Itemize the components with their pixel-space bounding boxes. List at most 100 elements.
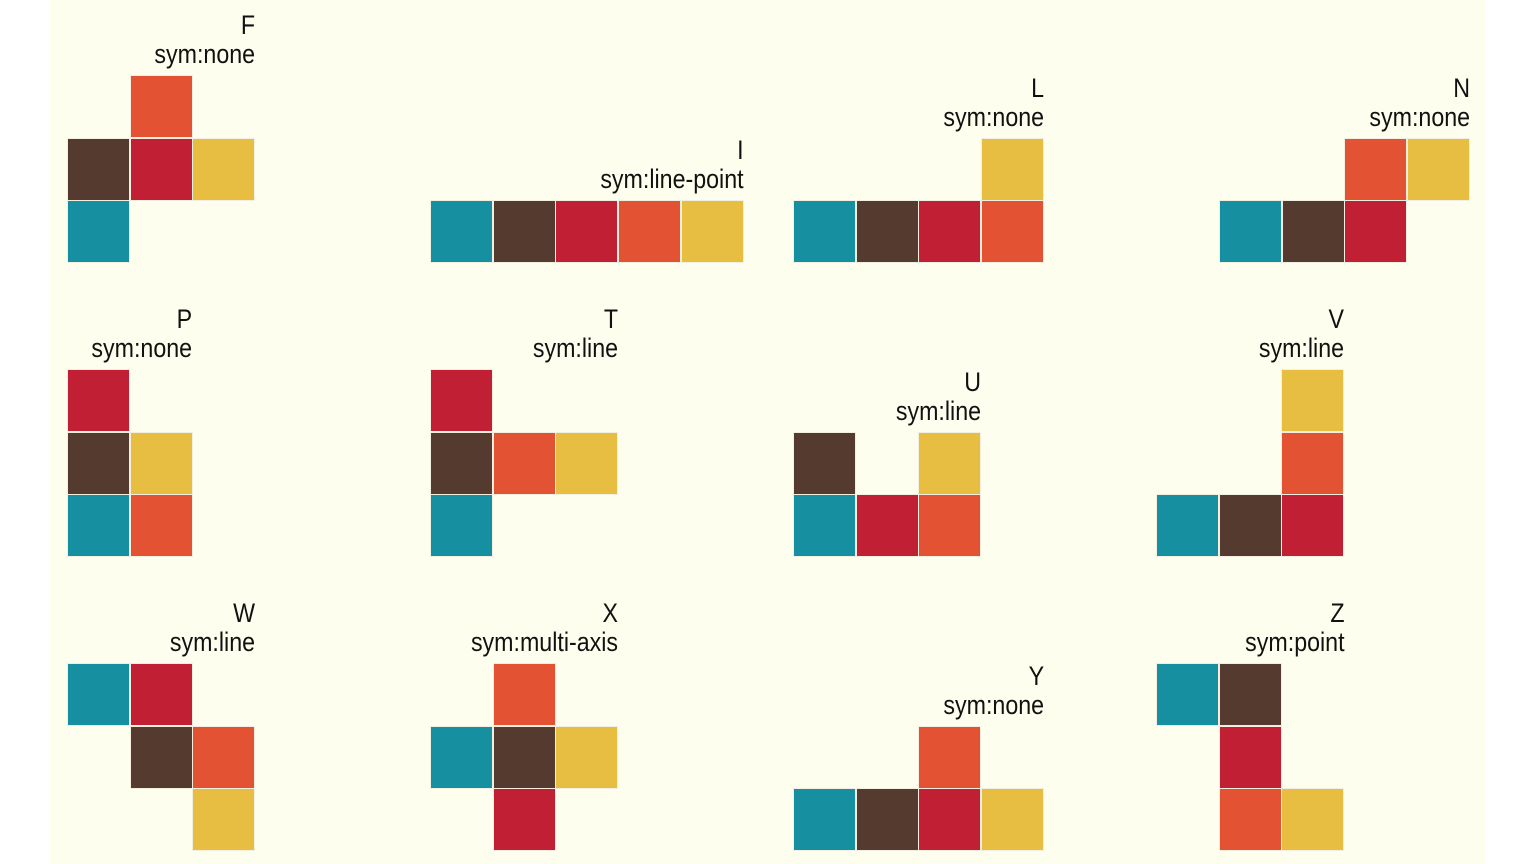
pentomino-name: V: [1328, 303, 1345, 334]
pentomino-w-cell-0: [67, 662, 130, 726]
pentomino-t-cell-0: [430, 368, 493, 432]
pentomino-t-cell-3: [555, 431, 619, 495]
pentomino-i-cell-2: [555, 200, 619, 264]
pentomino-name: P: [176, 303, 193, 334]
pentomino-symmetry: sym:none: [943, 101, 1044, 132]
pentomino-x-cell-0: [492, 662, 556, 726]
pentomino-symmetry: sym:line: [1258, 332, 1345, 363]
pentomino-name: T: [603, 303, 619, 334]
pentomino-y-cell-4: [981, 788, 1045, 852]
pentomino-name: Z: [1329, 597, 1345, 628]
pentomino-symmetry: sym:multi-axis: [471, 626, 619, 657]
pentomino-name: X: [602, 597, 619, 628]
pentomino-n: [1219, 137, 1471, 264]
pentomino-n-cell-1: [1407, 137, 1471, 201]
pentomino-v-cell-3: [1218, 494, 1282, 558]
pentomino-p-cell-1: [67, 431, 130, 495]
pentomino-f-cell-3: [192, 137, 256, 201]
pentomino-y-cell-3: [918, 788, 982, 852]
pentomino-v: [1156, 368, 1345, 558]
pentomino-w-cell-1: [129, 662, 193, 726]
pentomino-name: N: [1453, 72, 1470, 103]
pentomino-z-cell-2: [1218, 725, 1282, 789]
pentomino-l-cell-3: [918, 200, 982, 264]
pentomino-t-cell-2: [492, 431, 556, 495]
pentomino-w-cell-4: [192, 788, 256, 852]
pentomino-x-cell-1: [430, 725, 493, 789]
pentomino-u-cell-4: [918, 494, 982, 558]
pentomino-f-cell-0: [129, 74, 193, 138]
pentomino-t: [430, 368, 619, 558]
pentomino-t-cell-4: [430, 494, 493, 558]
pentomino-l: [793, 137, 1045, 264]
pentomino-n-cell-2: [1219, 200, 1282, 264]
pentomino-name: L: [1030, 72, 1044, 103]
pentomino-symmetry: sym:line: [895, 395, 982, 426]
pentomino-f-cell-2: [129, 137, 193, 201]
pentomino-p-cell-0: [67, 368, 130, 432]
pentomino-name: U: [964, 366, 982, 397]
pentomino-u-cell-0: [793, 431, 856, 495]
pentomino-symmetry: sym:line: [532, 332, 619, 363]
pentomino-l-cell-0: [981, 137, 1045, 201]
pentomino-i-cell-4: [680, 200, 744, 264]
pentomino-name: Y: [1028, 660, 1044, 691]
pentomino-u: [793, 431, 982, 558]
pentomino-v-cell-0: [1281, 368, 1345, 432]
pentomino-n-cell-4: [1344, 200, 1408, 264]
pentomino-y-cell-2: [855, 788, 919, 852]
pentomino-p-cell-4: [129, 494, 193, 558]
pentomino-p: [67, 368, 193, 558]
pentomino-f-cell-4: [67, 200, 130, 264]
pentomino-u-cell-2: [793, 494, 856, 558]
pentomino-l-cell-1: [793, 200, 856, 264]
pentomino-x-cell-2: [492, 725, 556, 789]
pentomino-t-cell-1: [430, 431, 493, 495]
pentomino-f: [67, 74, 256, 264]
pentomino-y-cell-1: [793, 788, 856, 852]
pentomino-x: [430, 662, 619, 852]
pentomino-x-cell-4: [492, 788, 556, 852]
pentomino-name: W: [233, 597, 256, 628]
pentomino-y-cell-0: [918, 725, 982, 789]
pentomino-w-cell-3: [192, 725, 256, 789]
pentomino-f-cell-1: [67, 137, 130, 201]
pentomino-i-cell-1: [492, 200, 556, 264]
pentomino-name: I: [737, 135, 744, 166]
pentomino-z-cell-1: [1218, 662, 1282, 726]
pentomino-l-cell-4: [981, 200, 1045, 264]
pentomino-p-cell-2: [129, 431, 193, 495]
pentomino-u-cell-1: [918, 431, 982, 495]
pentomino-i: [430, 200, 744, 264]
pentomino-w: [67, 662, 256, 852]
pentomino-w-cell-2: [129, 725, 193, 789]
pentomino-symmetry: sym:none: [154, 38, 256, 69]
pentomino-x-cell-3: [555, 725, 619, 789]
pentomino-v-cell-1: [1281, 431, 1345, 495]
pentomino-n-cell-0: [1344, 137, 1408, 201]
pentomino-name: F: [240, 9, 256, 40]
pentomino-z-cell-3: [1218, 788, 1282, 852]
pentomino-v-cell-4: [1281, 494, 1345, 558]
pentomino-symmetry: sym:none: [943, 689, 1044, 720]
pentomino-u-cell-3: [855, 494, 919, 558]
pentomino-n-cell-3: [1281, 200, 1345, 264]
pentomino-z: [1156, 662, 1345, 852]
pentomino-symmetry: sym:point: [1244, 626, 1345, 657]
pentomino-z-cell-0: [1156, 662, 1219, 726]
pentomino-symmetry: sym:line-point: [600, 164, 744, 195]
pentomino-i-cell-0: [430, 200, 493, 264]
pentomino-symmetry: sym:none: [1369, 101, 1470, 132]
